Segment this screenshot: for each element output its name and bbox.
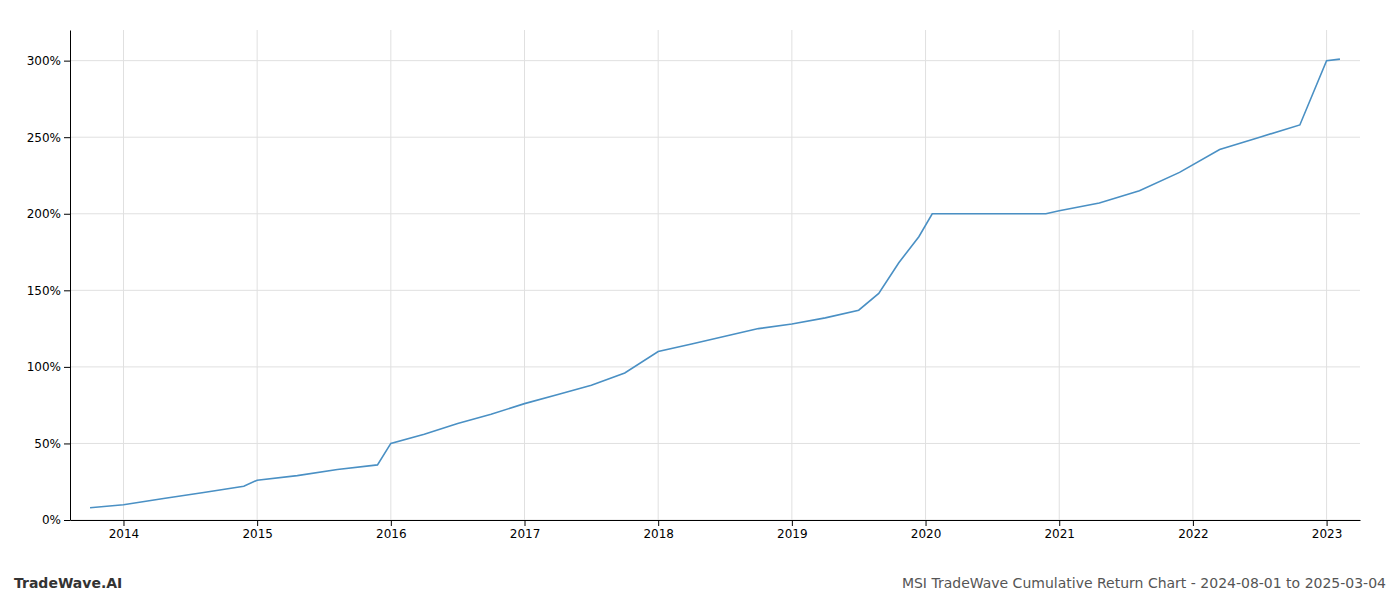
tick-mark (525, 520, 526, 526)
axis-line (70, 31, 71, 521)
tick-label: 2020 (911, 527, 942, 541)
grid-line (791, 30, 792, 520)
tick: 2016 (376, 520, 407, 541)
grid-line (70, 137, 1360, 138)
tick-label: 150% (27, 284, 61, 298)
tick: 2020 (911, 520, 942, 541)
tick-label: 2021 (1044, 527, 1075, 541)
tick-label: 2016 (376, 527, 407, 541)
title: MSI TradeWave Cumulative Return Chart - … (902, 575, 1386, 591)
grid-line (70, 60, 1360, 61)
tick-label: 2022 (1178, 527, 1209, 541)
tick-label: 2023 (1312, 527, 1343, 541)
tick: 250% (27, 131, 70, 145)
tick: 2018 (643, 520, 674, 541)
tick: 2021 (1044, 520, 1075, 541)
chart: 2014 2015 2016 2017 2018 2019 2020 2021 2022 2023… (0, 0, 1400, 600)
tick-mark (64, 61, 70, 62)
watermark: TradeWave.AI (14, 575, 122, 591)
grid-line (390, 30, 391, 520)
tick-mark (64, 367, 70, 368)
tick: 2022 (1178, 520, 1209, 541)
tick: 2023 (1312, 520, 1343, 541)
grid-line (70, 290, 1360, 291)
grid-line (524, 30, 525, 520)
marks (90, 59, 1340, 508)
tick: 150% (27, 284, 70, 298)
grid-line (70, 443, 1360, 444)
tick-mark (123, 520, 124, 526)
tick-label: 300% (27, 54, 61, 68)
x-axis: 2014 2015 2016 2017 2018 2019 2020 2021 2022 2023 (71, 520, 1361, 541)
tick: 2014 (109, 520, 140, 541)
grid-line (1192, 30, 1193, 520)
tick-mark (257, 520, 258, 526)
plot: 2014 2015 2016 2017 2018 2019 2020 2021 2022 2023… (27, 30, 1361, 541)
tick: 50% (34, 437, 70, 451)
tick-mark (64, 443, 70, 444)
tick: 2017 (510, 520, 541, 541)
tick: 100% (27, 360, 70, 374)
tick-label: 2017 (510, 527, 541, 541)
grid-line (1326, 30, 1327, 520)
tick-mark (926, 520, 927, 526)
tick-mark (792, 520, 793, 526)
tick-label: 50% (34, 437, 61, 451)
tick-mark (1327, 520, 1328, 526)
grid (70, 30, 1360, 520)
tick-label: 100% (27, 360, 61, 374)
tick-label: 0% (42, 513, 61, 527)
tick-label: 2019 (777, 527, 808, 541)
tick-label: 200% (27, 207, 61, 221)
tick: 0% (42, 513, 70, 527)
tick: 2015 (242, 520, 273, 541)
tick: 2019 (777, 520, 808, 541)
tick-label: 2015 (242, 527, 273, 541)
grid-line (70, 366, 1360, 367)
tick-mark (64, 520, 70, 521)
tick-mark (64, 290, 70, 291)
grid-line (1059, 30, 1060, 520)
tick-label: 2014 (109, 527, 140, 541)
grid-line (123, 30, 124, 520)
line (90, 59, 1340, 508)
tick: 200% (27, 207, 70, 221)
axis-line (71, 520, 1361, 521)
grid-line (70, 520, 1360, 521)
grid-line (658, 30, 659, 520)
tick-mark (64, 137, 70, 138)
grid-line (70, 213, 1360, 214)
grid-line (257, 30, 258, 520)
tick-mark (1059, 520, 1060, 526)
y-axis: 0% 50% 100% 150% 200% 250% 300% (27, 31, 71, 528)
tick: 300% (27, 54, 70, 68)
grid-line (925, 30, 926, 520)
tick-mark (391, 520, 392, 526)
tick-mark (1193, 520, 1194, 526)
tick-mark (64, 214, 70, 215)
tick-label: 2018 (643, 527, 674, 541)
tick-label: 250% (27, 131, 61, 145)
tick-mark (658, 520, 659, 526)
